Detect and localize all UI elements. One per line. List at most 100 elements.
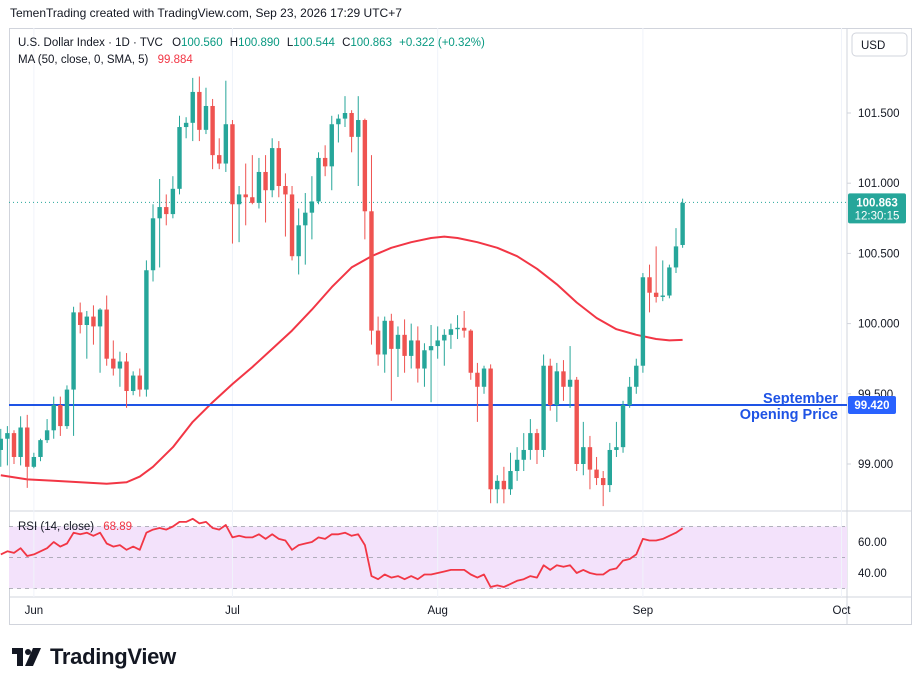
candle (91, 305, 96, 345)
brand-name: TradingView (50, 644, 176, 669)
rsi-line (0, 517, 684, 588)
candle (296, 208, 301, 275)
candle (150, 204, 156, 282)
candle-body (567, 379, 573, 387)
candle (0, 428, 3, 467)
currency-button[interactable] (851, 32, 908, 57)
tradingview-logo-icon (12, 648, 41, 666)
candle-body (137, 375, 142, 390)
candle (217, 138, 222, 170)
rsi-tick-label: 40.00 (858, 568, 887, 580)
axis-layer: 101.500101.000100.500100.00099.50099.000… (25, 108, 900, 617)
price-tick-label: 101.500 (858, 108, 900, 120)
candle (442, 329, 447, 366)
candle-body (342, 113, 348, 119)
candle (660, 260, 665, 302)
candle (71, 306, 76, 436)
candle-body (514, 459, 520, 472)
candle-body (362, 120, 368, 212)
candle (375, 316, 381, 366)
candle-body (44, 430, 50, 441)
candle-body (5, 433, 10, 439)
candle (5, 426, 10, 466)
candle-body (415, 340, 421, 369)
price-tick-label: 100.500 (858, 248, 900, 260)
candle (581, 421, 586, 476)
candle-body (614, 447, 619, 450)
candle (620, 400, 626, 453)
last-price-tag (848, 193, 906, 224)
candle (104, 295, 109, 366)
price-tick-label: 100.000 (858, 319, 900, 331)
rsi-legend-label: RSI (14, close) (18, 521, 94, 533)
candle (263, 155, 268, 223)
candle-body (395, 334, 401, 349)
candle (455, 315, 460, 340)
candle-body (488, 368, 493, 490)
candle-body (164, 207, 169, 215)
candle-body (217, 155, 222, 164)
candle-body (422, 350, 427, 369)
candle-body (667, 267, 672, 296)
candle (190, 77, 195, 142)
candle (117, 351, 123, 387)
last-price-countdown: 12:30:15 (855, 210, 900, 222)
candle (349, 110, 354, 153)
candle (428, 325, 434, 403)
candle-body (117, 361, 123, 369)
candle (170, 176, 176, 219)
candle-body (71, 312, 76, 390)
candle-body (382, 320, 387, 355)
candle (561, 360, 566, 401)
candle (574, 376, 579, 472)
candle (137, 368, 142, 397)
candle-body (316, 157, 321, 202)
candle-body (203, 105, 209, 130)
candle (250, 155, 255, 205)
legend-change: +0.322 (+0.32%) (399, 37, 485, 49)
candle (164, 194, 169, 226)
legend-o-value: 100.560 (181, 37, 223, 49)
candle (356, 96, 361, 187)
candle (488, 364, 493, 504)
candle (58, 396, 63, 436)
legend-symbol-text: U.S. Dollar Index · 1D · TVC (18, 37, 163, 49)
time-tick-label: Jun (25, 605, 44, 617)
candle (336, 114, 341, 143)
candle (177, 115, 182, 195)
candle-body (356, 120, 361, 137)
candle (369, 155, 374, 345)
candle (422, 343, 427, 387)
candle-body (600, 478, 606, 486)
level-price-value: 99.420 (854, 400, 889, 412)
candle-body (349, 113, 354, 137)
candle (501, 466, 507, 504)
candle-body (640, 277, 646, 366)
currency-label: USD (861, 40, 885, 52)
candle (389, 313, 394, 401)
candle-body (442, 334, 447, 341)
candle (31, 452, 37, 469)
candle (587, 435, 593, 490)
candle-body (263, 171, 268, 191)
candle-body (389, 320, 394, 349)
candle-body (150, 218, 156, 271)
candle (51, 396, 56, 439)
candle-body (0, 438, 3, 450)
candle-body (455, 327, 460, 330)
tradingview-brand[interactable]: TradingView (12, 644, 176, 670)
candle (521, 433, 526, 472)
candle (541, 354, 546, 457)
candle (342, 96, 348, 128)
candle (283, 173, 288, 237)
candle (316, 152, 321, 205)
candle (236, 186, 242, 243)
candle (409, 323, 414, 369)
candle-body (627, 386, 632, 406)
level-annotation-line1: September (763, 391, 838, 407)
chart-attribution: TemenTrading created with TradingView.co… (10, 6, 402, 20)
candle (653, 246, 659, 303)
candle-body (468, 330, 473, 373)
